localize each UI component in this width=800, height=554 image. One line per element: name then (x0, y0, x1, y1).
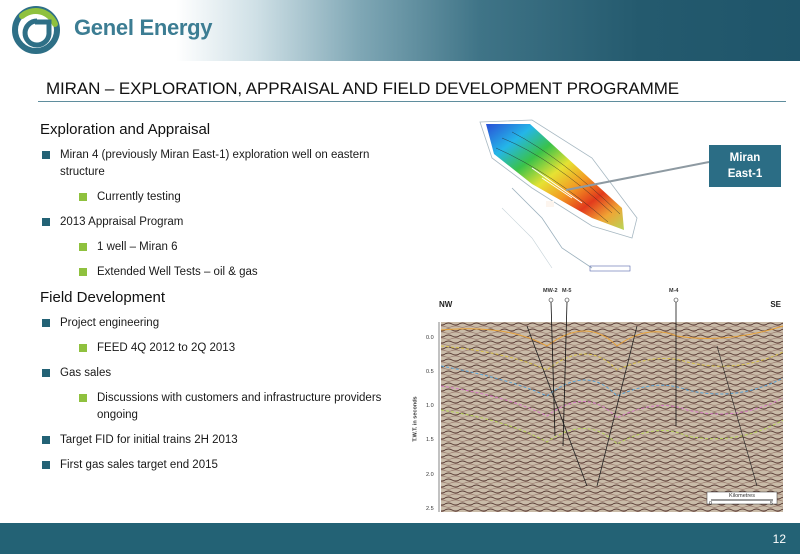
header-bar (0, 0, 800, 61)
well-label: M-4 (669, 288, 679, 294)
miran-east-callout: Miran East-1 (709, 145, 781, 187)
sub-bullet-item: Discussions with customers and infrastru… (40, 390, 410, 424)
scale-label: Kilometres (729, 493, 755, 499)
page-title: MIRAN – EXPLORATION, APPRAISAL AND FIELD… (46, 79, 680, 98)
bullet-item: Gas sales (40, 365, 410, 382)
bullet-item: 2013 Appraisal Program (40, 214, 410, 231)
sub-bullet-item: Currently testing (40, 189, 410, 206)
content-column: Exploration and Appraisal Miran 4 (previ… (40, 121, 410, 482)
section-heading-exploration: Exploration and Appraisal (40, 121, 211, 138)
page-number: 12 (772, 532, 786, 546)
scale-start: 0 (709, 501, 713, 507)
axis-tick: 1.5 (426, 437, 434, 443)
brand-name: Genel Energy (74, 15, 213, 40)
bullet-item: First gas sales target end 2015 (40, 457, 410, 474)
nw-label: NW (439, 300, 453, 309)
title-divider (38, 101, 786, 102)
seismic-plot (438, 297, 784, 512)
axis-tick: 2.0 (426, 472, 434, 478)
structure-map-image (472, 118, 644, 276)
well-label: M-5 (562, 288, 572, 294)
bullet-item: Miran 4 (previously Miran East-1) explor… (40, 147, 410, 181)
sub-bullet-item: Extended Well Tests – oil & gas (40, 264, 410, 281)
sub-bullet-item: 1 well – Miran 6 (40, 239, 410, 256)
scale-end: 5 (770, 501, 774, 507)
seismic-section-figure: NW SE MW-2 M-5 M-4 0.0 0.5 1.0 1.5 (413, 286, 787, 520)
logo-mark-icon (12, 6, 60, 54)
axis-tick: 2.5 (426, 506, 434, 512)
axis-label: T.W.T. in seconds (412, 396, 419, 442)
genel-energy-logo: Genel Energy (6, 4, 226, 56)
axis-tick: 1.0 (426, 403, 434, 409)
axis-tick: 0.5 (426, 369, 434, 375)
callout-line-1: Miran (729, 152, 761, 164)
footer-bar: 12 (0, 523, 800, 554)
bullet-item: Project engineering (40, 315, 410, 332)
callout-line-2: East-1 (727, 168, 763, 180)
sub-bullet-item: FEED 4Q 2012 to 2Q 2013 (40, 340, 410, 357)
bullet-item: Target FID for initial trains 2H 2013 (40, 432, 410, 449)
axis-tick: 0.0 (426, 335, 434, 341)
well-label: MW-2 (543, 288, 558, 294)
se-label: SE (770, 300, 781, 309)
section-heading-development: Field Development (40, 289, 166, 306)
